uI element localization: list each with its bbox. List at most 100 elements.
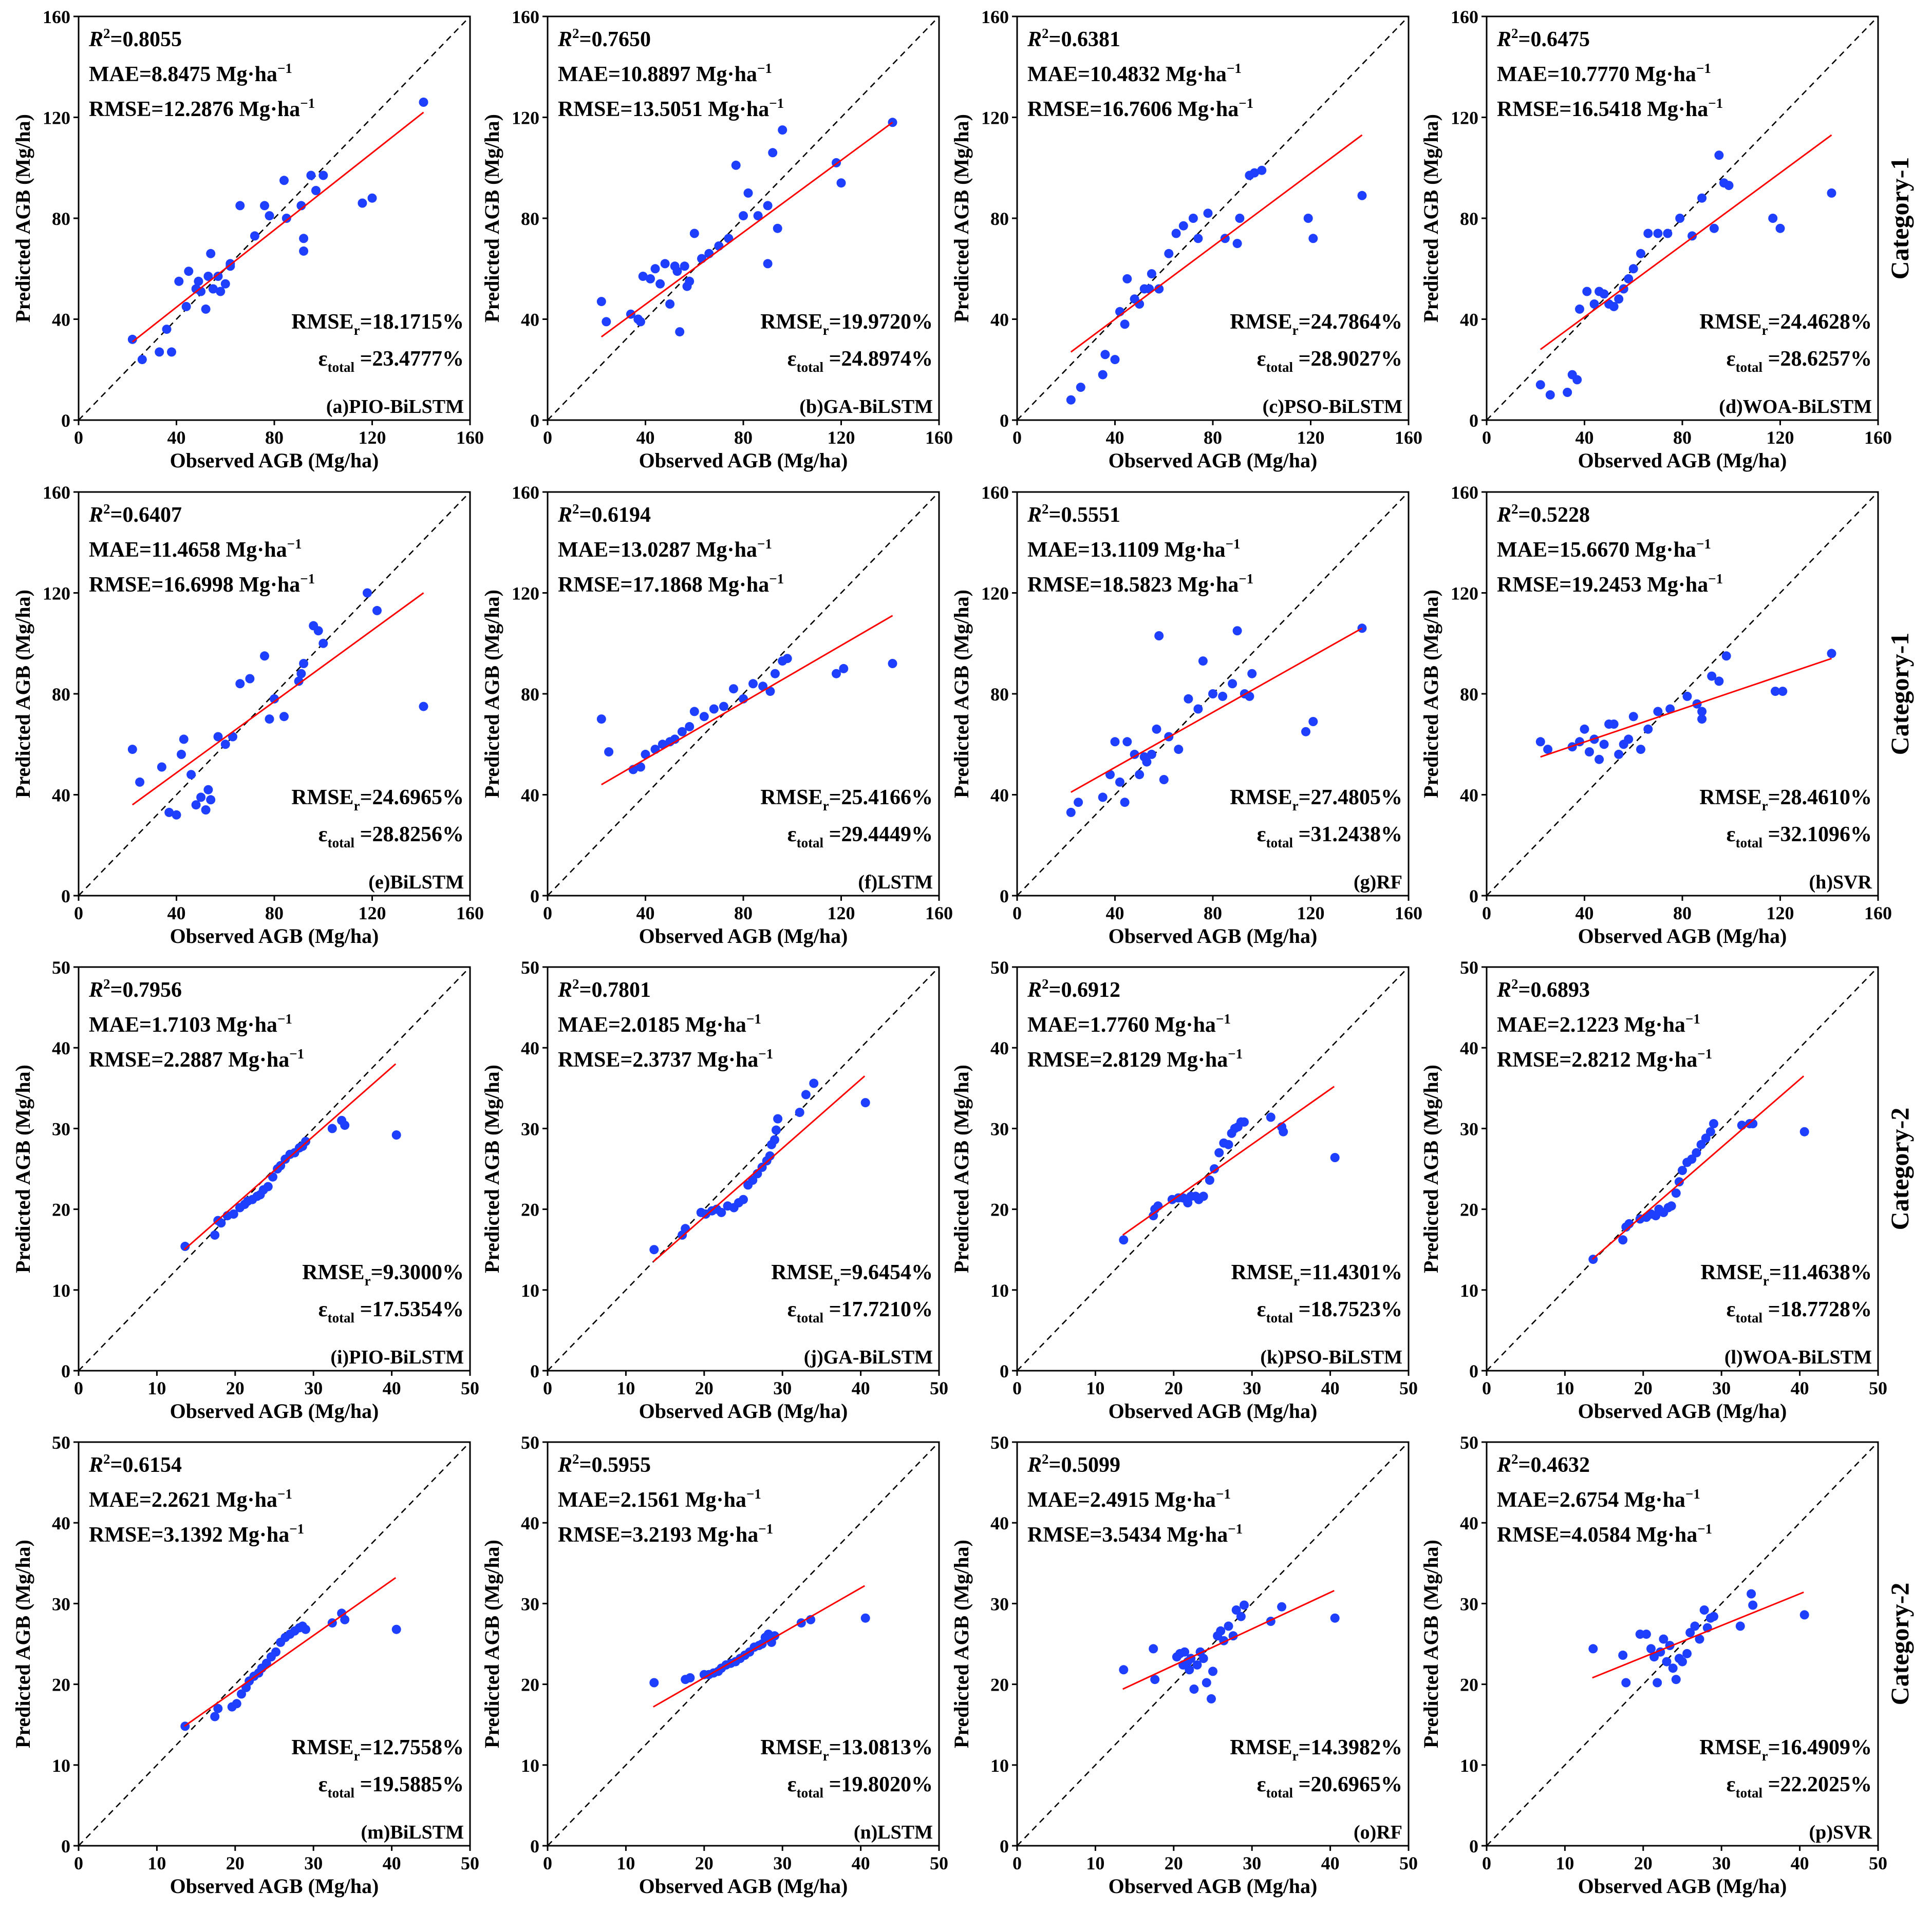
- scatter-panel: 00 40 40 80 80 120 120 160 160 Observed AGB (Mg/h…: [950, 482, 1422, 948]
- y-tick-label: 0: [61, 1836, 70, 1857]
- epsilon-total-text: εtotal =20.6965%: [1257, 1773, 1402, 1801]
- r2-symbol: R: [1496, 28, 1511, 51]
- x-tick-label: 120: [1297, 427, 1325, 448]
- epsilon-total-text: εtotal =18.7523%: [1257, 1298, 1402, 1326]
- data-point: [729, 684, 738, 694]
- y-tick-label: 10: [990, 1280, 1009, 1301]
- y-axis-label: Predicted AGB (Mg/ha): [950, 1540, 973, 1748]
- epsilon-symbol: ε: [787, 347, 797, 371]
- data-point: [1799, 1127, 1809, 1137]
- y-axis-label: Predicted AGB (Mg/ha): [1419, 114, 1442, 323]
- epsilon-subscript: total: [328, 1310, 355, 1326]
- panel-label: (l)WOA-BiLSTM: [1724, 1347, 1872, 1368]
- epsilon-total-text: εtotal =28.6257%: [1727, 347, 1872, 375]
- rmse-r-prefix: RMSE: [1230, 310, 1292, 334]
- panel-label: (k)PSO-BiLSTM: [1260, 1347, 1402, 1368]
- rmse-r-text: RMSEr=18.1715%: [291, 310, 464, 338]
- x-axis-label: Observed AGB (Mg/ha): [1578, 924, 1787, 948]
- identity-line: [1486, 491, 1879, 896]
- data-point: [1696, 1140, 1706, 1149]
- x-tick-label: 0: [74, 1378, 83, 1398]
- x-tick-label: 80: [1204, 903, 1222, 923]
- data-point: [127, 334, 137, 344]
- data-point: [1692, 1148, 1701, 1158]
- data-point: [649, 1678, 659, 1688]
- regression-line: [601, 615, 893, 786]
- data-point: [1665, 704, 1675, 714]
- category-label: Category-2: [1885, 1108, 1914, 1231]
- y-tick-label: 30: [1460, 1119, 1478, 1139]
- data-point: [1193, 234, 1203, 243]
- unit-superscript: −1: [757, 536, 772, 552]
- r2-symbol: R: [88, 28, 103, 51]
- epsilon-symbol: ε: [318, 1773, 328, 1796]
- x-tick-label: 40: [1106, 427, 1124, 448]
- x-axis-label: Observed AGB (Mg/ha): [1578, 449, 1787, 472]
- regression-line: [601, 122, 893, 338]
- data-point: [739, 1195, 748, 1204]
- rmse-value: RMSE=2.3737 Mg·ha: [558, 1048, 758, 1072]
- data-point: [770, 669, 780, 678]
- rmse-r-prefix: RMSE: [760, 1736, 822, 1759]
- data-point: [311, 186, 321, 195]
- r2-superscript: 2: [572, 976, 579, 992]
- epsilon-symbol: ε: [1727, 1773, 1736, 1796]
- rmse-r-subscript: r: [1762, 798, 1768, 813]
- data-point: [1257, 165, 1267, 175]
- data-point: [299, 246, 309, 256]
- data-point: [770, 1135, 779, 1145]
- data-point: [1149, 1644, 1158, 1654]
- r2-symbol: R: [557, 28, 572, 51]
- data-point: [1653, 229, 1663, 238]
- epsilon-subscript: total: [1736, 1310, 1763, 1326]
- unit-superscript: −1: [1239, 96, 1253, 111]
- rmse-value: RMSE=2.2887 Mg·ha: [89, 1048, 289, 1072]
- rmse-r-prefix: RMSE: [291, 1736, 353, 1759]
- r2-symbol: R: [1496, 978, 1511, 1002]
- x-tick-label: 160: [1395, 427, 1422, 448]
- panel-label: (c)PSO-BiLSTM: [1263, 396, 1402, 418]
- x-axis-label: Observed AGB (Mg/ha): [170, 1399, 379, 1423]
- data-point: [263, 1182, 273, 1191]
- y-tick-label: 50: [1460, 957, 1478, 978]
- x-tick-label: 50: [461, 1853, 479, 1873]
- data-point: [1628, 712, 1638, 722]
- data-point: [763, 259, 773, 269]
- unit-superscript: −1: [769, 96, 784, 111]
- r2-superscript: 2: [103, 976, 110, 992]
- r2-symbol: R: [1027, 1453, 1042, 1477]
- epsilon-symbol: ε: [318, 1298, 328, 1321]
- data-point: [1535, 380, 1545, 390]
- y-tick-label: 0: [61, 1361, 70, 1381]
- y-tick-label: 160: [512, 482, 539, 503]
- data-point: [1827, 188, 1836, 198]
- data-point: [250, 231, 259, 241]
- data-point: [1235, 214, 1245, 223]
- r2-superscript: 2: [1511, 976, 1518, 992]
- rmse-value: RMSE=17.1868 Mg·ha: [558, 573, 769, 597]
- y-axis-label: Predicted AGB (Mg/ha): [480, 1540, 503, 1748]
- x-tick-label: 160: [925, 903, 953, 923]
- data-point: [1653, 707, 1663, 716]
- mae-text: MAE=8.8475 Mg·ha−1: [89, 61, 292, 86]
- data-point: [340, 1615, 350, 1624]
- epsilon-symbol: ε: [787, 1298, 797, 1321]
- data-point: [1778, 687, 1788, 696]
- data-point: [419, 702, 428, 711]
- y-tick-label: 0: [530, 410, 539, 431]
- data-point: [1266, 1112, 1276, 1122]
- rmse-r-value: =9.3000%: [371, 1261, 464, 1284]
- y-tick-label: 30: [52, 1119, 70, 1139]
- rmse-r-value: =24.7864%: [1299, 310, 1402, 334]
- rmse-r-value: =18.1715%: [360, 310, 464, 334]
- plot-frame: [1486, 1441, 1879, 1847]
- y-tick-label: 0: [61, 410, 70, 431]
- rmse-r-value: =27.4805%: [1299, 786, 1402, 809]
- r2-value: =0.7801: [579, 978, 651, 1002]
- epsilon-total-text: εtotal =31.2438%: [1257, 823, 1402, 850]
- y-tick-label: 40: [521, 785, 539, 806]
- data-point: [1543, 745, 1553, 754]
- rmse-r-prefix: RMSE: [1699, 310, 1761, 334]
- data-point: [1709, 1119, 1718, 1128]
- data-point: [719, 702, 728, 711]
